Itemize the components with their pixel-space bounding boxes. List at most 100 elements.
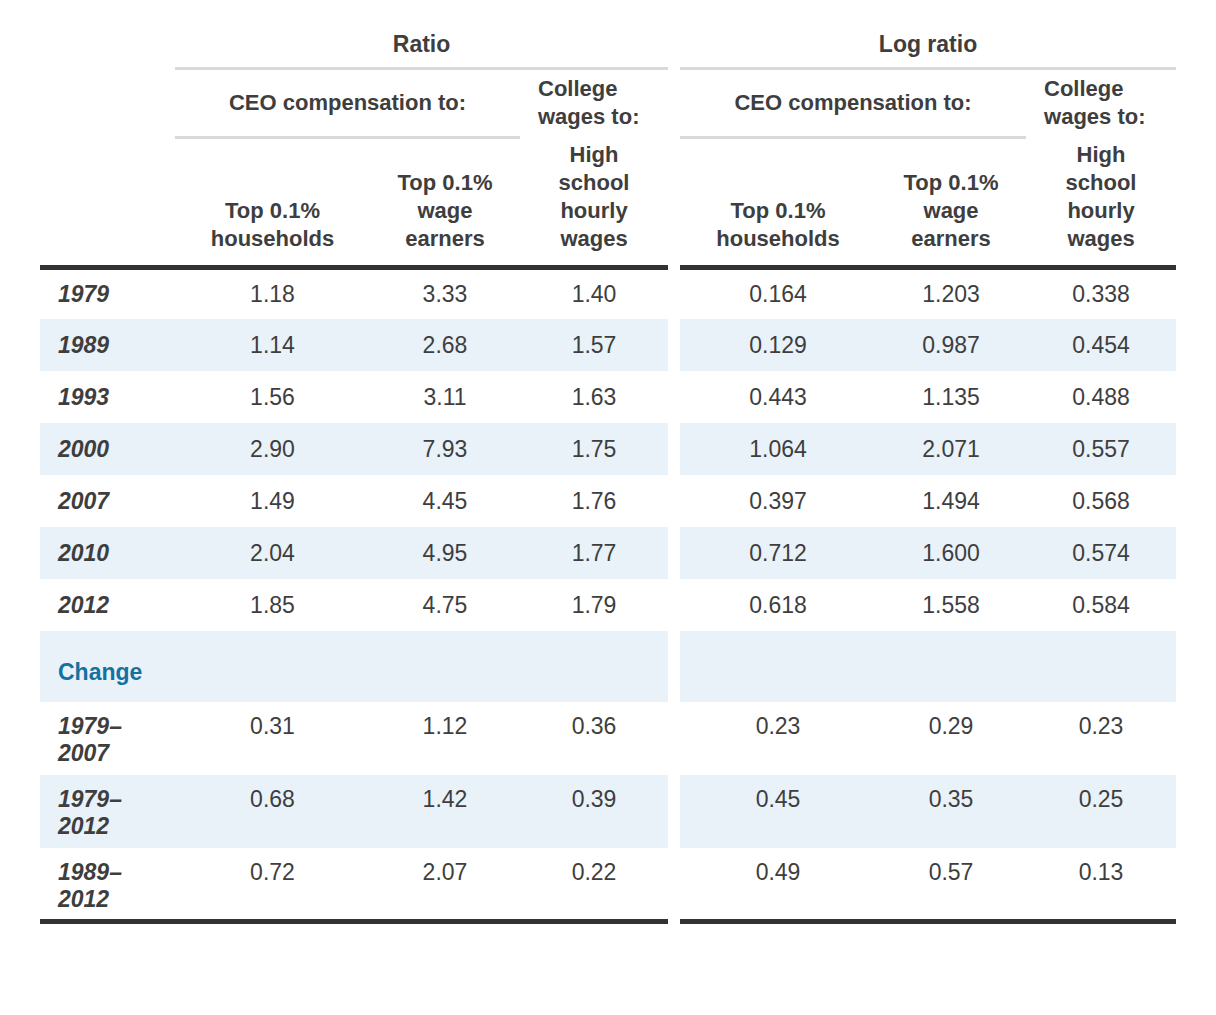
group-title-row: Ratio	[40, 28, 668, 68]
table-row: 20071.494.451.76	[40, 475, 668, 527]
data-cell: 0.338	[1026, 267, 1176, 319]
data-cell: 0.987	[876, 319, 1026, 371]
data-cell: 1.494	[876, 475, 1026, 527]
row-label: 1993	[40, 371, 175, 423]
data-cell: 0.397	[680, 475, 876, 527]
table-row: 1.0642.0710.557	[680, 423, 1176, 475]
data-cell: 1.600	[876, 527, 1026, 579]
data-cell: 0.164	[680, 267, 876, 319]
row-label: 1979–2007	[40, 702, 175, 775]
row-label: 1989	[40, 319, 175, 371]
data-cell: 2.071	[876, 423, 1026, 475]
data-cell: 1.79	[520, 579, 668, 631]
spacer-cell	[40, 68, 175, 137]
data-cell: 1.63	[520, 371, 668, 423]
log-ratio-group-title: Log ratio	[680, 28, 1176, 68]
data-cell: 1.14	[175, 319, 370, 371]
column-header-row: Top 0.1%households Top 0.1%wageearners H…	[40, 137, 668, 267]
data-cell: 0.22	[520, 848, 668, 921]
data-cell: 0.31	[175, 702, 370, 775]
table-row: 19791.183.331.40	[40, 267, 668, 319]
data-cell	[680, 631, 876, 702]
data-cell: 0.443	[680, 371, 876, 423]
data-cell: 0.36	[520, 702, 668, 775]
data-cell: 0.618	[680, 579, 876, 631]
data-cell: 2.90	[175, 423, 370, 475]
subgroup-header-row: CEO compensation to: Collegewages to:	[40, 68, 668, 137]
data-cell: 0.29	[876, 702, 1026, 775]
data-cell	[520, 631, 668, 702]
table-row: 0.490.570.13	[680, 848, 1176, 921]
table-row	[680, 631, 1176, 702]
data-cell: 0.35	[876, 775, 1026, 848]
row-label: 1979–2012	[40, 775, 175, 848]
data-cell: 1.85	[175, 579, 370, 631]
table-row: 19891.142.681.57	[40, 319, 668, 371]
data-cell: 0.488	[1026, 371, 1176, 423]
table-row: 0.1290.9870.454	[680, 319, 1176, 371]
data-cell: 4.45	[370, 475, 520, 527]
ceo-compensation-header: CEO compensation to:	[680, 68, 1026, 137]
row-label: 2000	[40, 423, 175, 475]
data-cell: 0.454	[1026, 319, 1176, 371]
table-row: 0.1641.2030.338	[680, 267, 1176, 319]
data-cell: 1.57	[520, 319, 668, 371]
data-cell: 1.77	[520, 527, 668, 579]
table-row: 20121.854.751.79	[40, 579, 668, 631]
data-cell	[175, 631, 370, 702]
data-cell: 3.11	[370, 371, 520, 423]
data-cell: 1.49	[175, 475, 370, 527]
column-header-top01-households: Top 0.1%households	[175, 137, 370, 267]
table-row: 0.3971.4940.568	[680, 475, 1176, 527]
data-cell: 0.584	[1026, 579, 1176, 631]
data-cell: 1.76	[520, 475, 668, 527]
row-label: 1989–2012	[40, 848, 175, 921]
data-cell: 1.42	[370, 775, 520, 848]
row-label: 1979	[40, 267, 175, 319]
data-cell	[876, 631, 1026, 702]
table-row: 1979–20120.681.420.39	[40, 775, 668, 848]
table-row: 20102.044.951.77	[40, 527, 668, 579]
data-cell: 1.56	[175, 371, 370, 423]
row-label: 2012	[40, 579, 175, 631]
page: Ratio CEO compensation to: Collegewages …	[0, 0, 1216, 1015]
table-row: 0.4431.1350.488	[680, 371, 1176, 423]
data-cell: 0.557	[1026, 423, 1176, 475]
data-cell: 1.064	[680, 423, 876, 475]
data-cell: 1.40	[520, 267, 668, 319]
section-label: Change	[40, 631, 175, 702]
data-cell: 0.72	[175, 848, 370, 921]
data-cell: 1.558	[876, 579, 1026, 631]
ratio-table: Ratio CEO compensation to: Collegewages …	[40, 28, 668, 924]
data-cell: 0.68	[175, 775, 370, 848]
column-header-top01-households: Top 0.1%households	[680, 137, 876, 267]
group-title-row: Log ratio	[680, 28, 1176, 68]
data-cell: 0.23	[1026, 702, 1176, 775]
data-cell: 0.712	[680, 527, 876, 579]
table-row: 0.6181.5580.584	[680, 579, 1176, 631]
data-cell: 0.39	[520, 775, 668, 848]
data-cell: 2.04	[175, 527, 370, 579]
data-cell: 0.574	[1026, 527, 1176, 579]
data-cell: 1.135	[876, 371, 1026, 423]
subgroup-header-row: CEO compensation to: Collegewages to:	[680, 68, 1176, 137]
data-cell: 0.568	[1026, 475, 1176, 527]
data-cell: 0.45	[680, 775, 876, 848]
data-cell: 2.68	[370, 319, 520, 371]
data-cell: 0.129	[680, 319, 876, 371]
data-cell: 2.07	[370, 848, 520, 921]
column-header-high-school-hourly-wages: Highschoolhourlywages	[1026, 137, 1176, 267]
row-label: 2010	[40, 527, 175, 579]
data-cell: 7.93	[370, 423, 520, 475]
data-cell: 1.203	[876, 267, 1026, 319]
data-cell: 1.12	[370, 702, 520, 775]
data-cell: 0.25	[1026, 775, 1176, 848]
table-row: 19931.563.111.63	[40, 371, 668, 423]
comparison-tables: Ratio CEO compensation to: Collegewages …	[40, 28, 1176, 924]
data-cell: 0.13	[1026, 848, 1176, 921]
row-label: 2007	[40, 475, 175, 527]
data-cell: 4.95	[370, 527, 520, 579]
table-row: 0.7121.6000.574	[680, 527, 1176, 579]
ratio-group-title: Ratio	[175, 28, 668, 68]
data-cell	[370, 631, 520, 702]
